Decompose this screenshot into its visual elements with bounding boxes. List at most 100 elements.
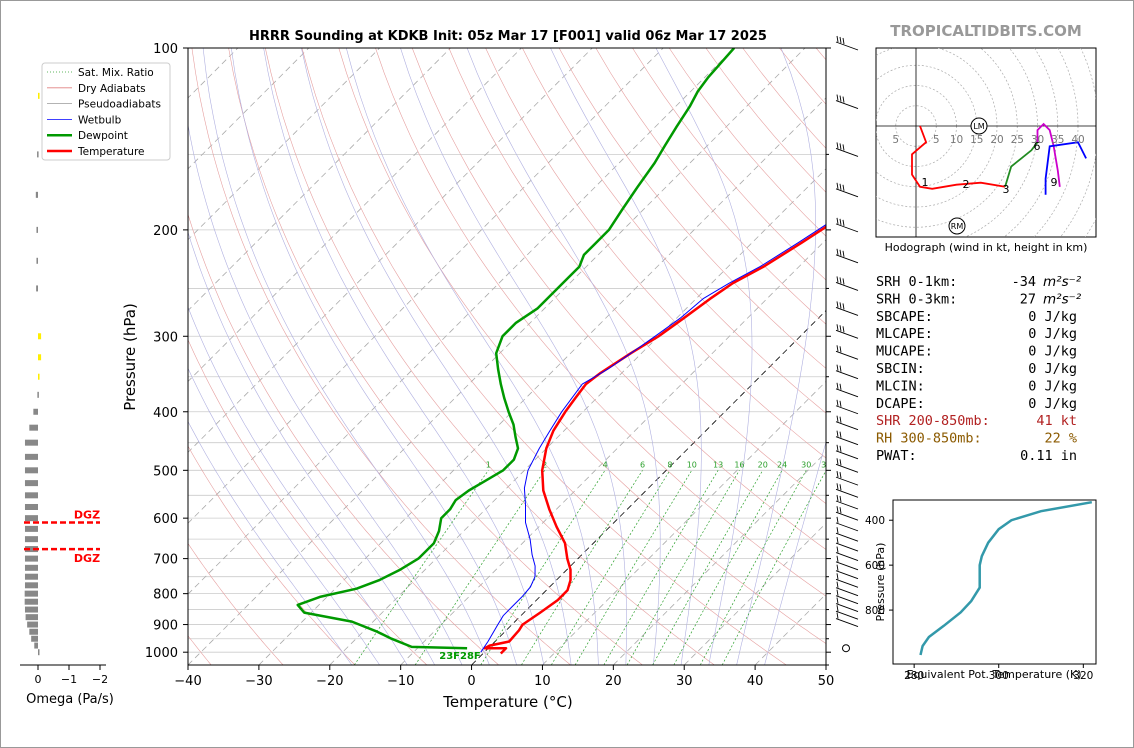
wind-barb-flag xyxy=(836,589,839,596)
dry-adiabat xyxy=(188,542,284,665)
isotherm xyxy=(188,48,735,595)
x-tick-label: 10 xyxy=(534,674,551,689)
omega-bar xyxy=(24,582,38,589)
wind-barb-flag xyxy=(836,516,839,523)
mixing-ratio-label: 36 xyxy=(821,460,831,469)
omega-bar xyxy=(33,408,38,415)
wind-barb-staff xyxy=(835,578,859,588)
index-value: 0.11 in xyxy=(1020,448,1077,464)
wind-barb-staff xyxy=(835,532,859,542)
mixing-ratio-label: 16 xyxy=(734,460,744,469)
mixing-ratio-line xyxy=(354,470,489,665)
mixing-ratio-label: 1 xyxy=(486,460,491,469)
mixing-ratio-line xyxy=(721,470,826,665)
wind-barb-flag xyxy=(836,345,839,352)
wind-barb-flag xyxy=(842,303,845,310)
wind-barb-flag xyxy=(839,325,842,332)
wind-barb-flag xyxy=(836,382,839,389)
mixing-ratio-label: 2 xyxy=(542,460,547,469)
legend: Sat. Mix. Ratio Dry Adiabats Pseudoadiabat… xyxy=(41,62,171,161)
wind-barb-flag xyxy=(839,143,842,150)
wind-barb-flag xyxy=(839,383,842,390)
theta-e-frame xyxy=(892,499,1097,665)
wind-barb-flag xyxy=(839,346,842,353)
wind-barb-flag xyxy=(842,278,845,285)
hodo-ring-label: 30 xyxy=(1031,134,1044,146)
omega-bar xyxy=(24,453,38,460)
omega-tick-label: −1 xyxy=(61,673,77,686)
pseudoadiabat xyxy=(188,123,463,665)
wind-barbs xyxy=(835,35,859,653)
wind-barb-staff xyxy=(835,542,859,552)
hodo-height-label: 1 xyxy=(922,176,929,189)
mixing-ratio-line xyxy=(673,470,783,665)
theta-y-tick-label: 400 xyxy=(865,515,885,527)
wind-barb-flag xyxy=(842,184,845,191)
index-value: 0 J/kg xyxy=(1028,326,1077,342)
index-value: 0 J/kg xyxy=(1028,361,1077,377)
x-tick-label: 0 xyxy=(467,674,475,689)
omega-bar xyxy=(24,492,38,499)
wind-barb-staff xyxy=(835,100,859,109)
isotherm xyxy=(613,451,826,665)
wind-barb-flag xyxy=(836,597,839,604)
mixing-ratio-label: 13 xyxy=(713,460,723,469)
index-label: MLCAPE: xyxy=(876,326,933,342)
mixing-ratio-line xyxy=(414,470,545,665)
skewt-background-lines: 1 2 4 6 8 10 13 16 20 24 30 36 xyxy=(188,48,831,665)
omega-bar xyxy=(36,226,38,233)
index-label: SRH 0-1km: xyxy=(876,274,957,290)
index-value: 22 % xyxy=(1044,431,1077,447)
index-label: SHR 200-850mb: xyxy=(876,413,990,429)
pseudoadiabat xyxy=(231,48,517,665)
legend-label: Pseudoadiabats xyxy=(78,99,161,111)
index-label: DCAPE: xyxy=(876,396,925,412)
index-label: MUCAPE: xyxy=(876,344,933,360)
wind-barb-flag xyxy=(839,445,842,452)
omega-bar xyxy=(24,525,38,532)
legend-label: Dewpoint xyxy=(78,130,128,142)
omega-bar xyxy=(31,635,38,642)
hodo-height-label: 9 xyxy=(1051,176,1058,189)
omega-bar xyxy=(24,546,38,553)
omega-bar xyxy=(24,598,38,605)
wind-barb-staff xyxy=(835,522,859,532)
omega-bar xyxy=(24,555,38,562)
omega-bar xyxy=(24,590,38,597)
wind-barb-staff xyxy=(835,405,859,415)
pseudoadiabat xyxy=(188,231,435,665)
omega-bar xyxy=(27,621,38,628)
omega-bar xyxy=(29,424,38,431)
hodo-ring-label: 5 xyxy=(892,134,899,146)
skewt-axes-frame xyxy=(187,47,827,666)
isotherm xyxy=(471,309,826,665)
dry-adiabat xyxy=(191,48,571,665)
index-unit: m²s⁻² xyxy=(1043,291,1082,307)
dry-adiabat xyxy=(188,339,428,665)
hodo-ring-label: 20 xyxy=(990,134,1003,146)
wind-barb-staff xyxy=(835,436,859,446)
wind-barb-flag xyxy=(836,35,839,43)
wind-barb-staff xyxy=(835,488,859,498)
wind-barb-staff xyxy=(835,254,859,264)
y-tick-label: 400 xyxy=(153,406,178,421)
wind-barb-flag xyxy=(836,301,839,308)
isotherm xyxy=(683,522,826,665)
index-value: 0 J/kg xyxy=(1028,309,1077,325)
wind-barb-flag xyxy=(839,472,842,479)
index-value: 0 J/kg xyxy=(1028,344,1077,360)
y-tick-label: 800 xyxy=(153,588,178,603)
wind-barb-staff xyxy=(835,595,859,605)
wind-barb-flag xyxy=(836,399,839,406)
dgz-label: DGZ xyxy=(74,552,100,565)
skewt-ticks: −40 −30 −20 −10 0 10 20 30 40 50 100 200 300 400 500 60… xyxy=(145,42,834,689)
mixing-ratio-label: 6 xyxy=(640,460,645,469)
index-label: SRH 0-3km: xyxy=(876,291,957,307)
wind-barb-flag xyxy=(839,400,842,407)
wind-barb-staff xyxy=(835,307,859,316)
wind-barb-staff xyxy=(835,511,859,521)
theta-e-ticks: 280 300 320 400 600 800 xyxy=(865,515,1093,682)
wind-barb-staff xyxy=(835,41,859,51)
isotherm xyxy=(188,48,806,665)
